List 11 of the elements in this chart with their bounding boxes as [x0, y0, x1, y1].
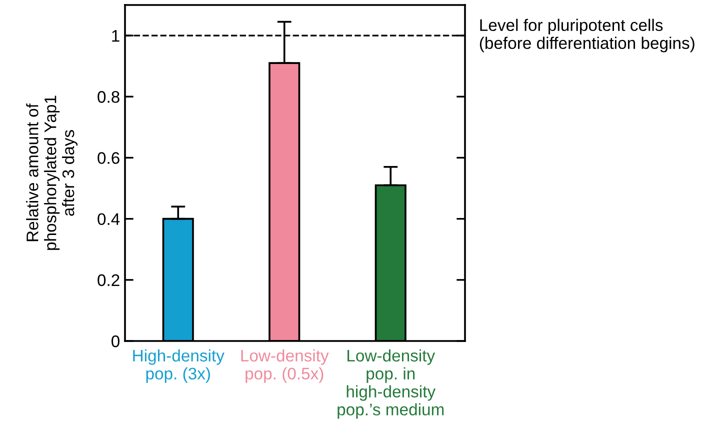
y-tick-label: 0.2 — [98, 274, 120, 286]
y-tick-label: 0 — [112, 335, 120, 348]
y-axis-title: Relative amount of phosphorylated Yap1 after 3 days — [26, 96, 78, 250]
x-tick-label: Low-density pop. in high-density pop.’s medium — [338, 349, 444, 419]
y-tick-label: 1 — [112, 30, 120, 42]
x-tick-label: High-density pop. (3x) — [133, 349, 224, 383]
y-tick-label: 0.4 — [98, 213, 120, 226]
y-tick-label: 0.6 — [98, 152, 120, 164]
x-tick-label: Low-density pop. (0.5x) — [241, 349, 329, 383]
y-tick-label: 0.8 — [98, 91, 120, 103]
ref-line-label: Level for pluripotent cells (before differentiation begins) — [480, 18, 694, 52]
